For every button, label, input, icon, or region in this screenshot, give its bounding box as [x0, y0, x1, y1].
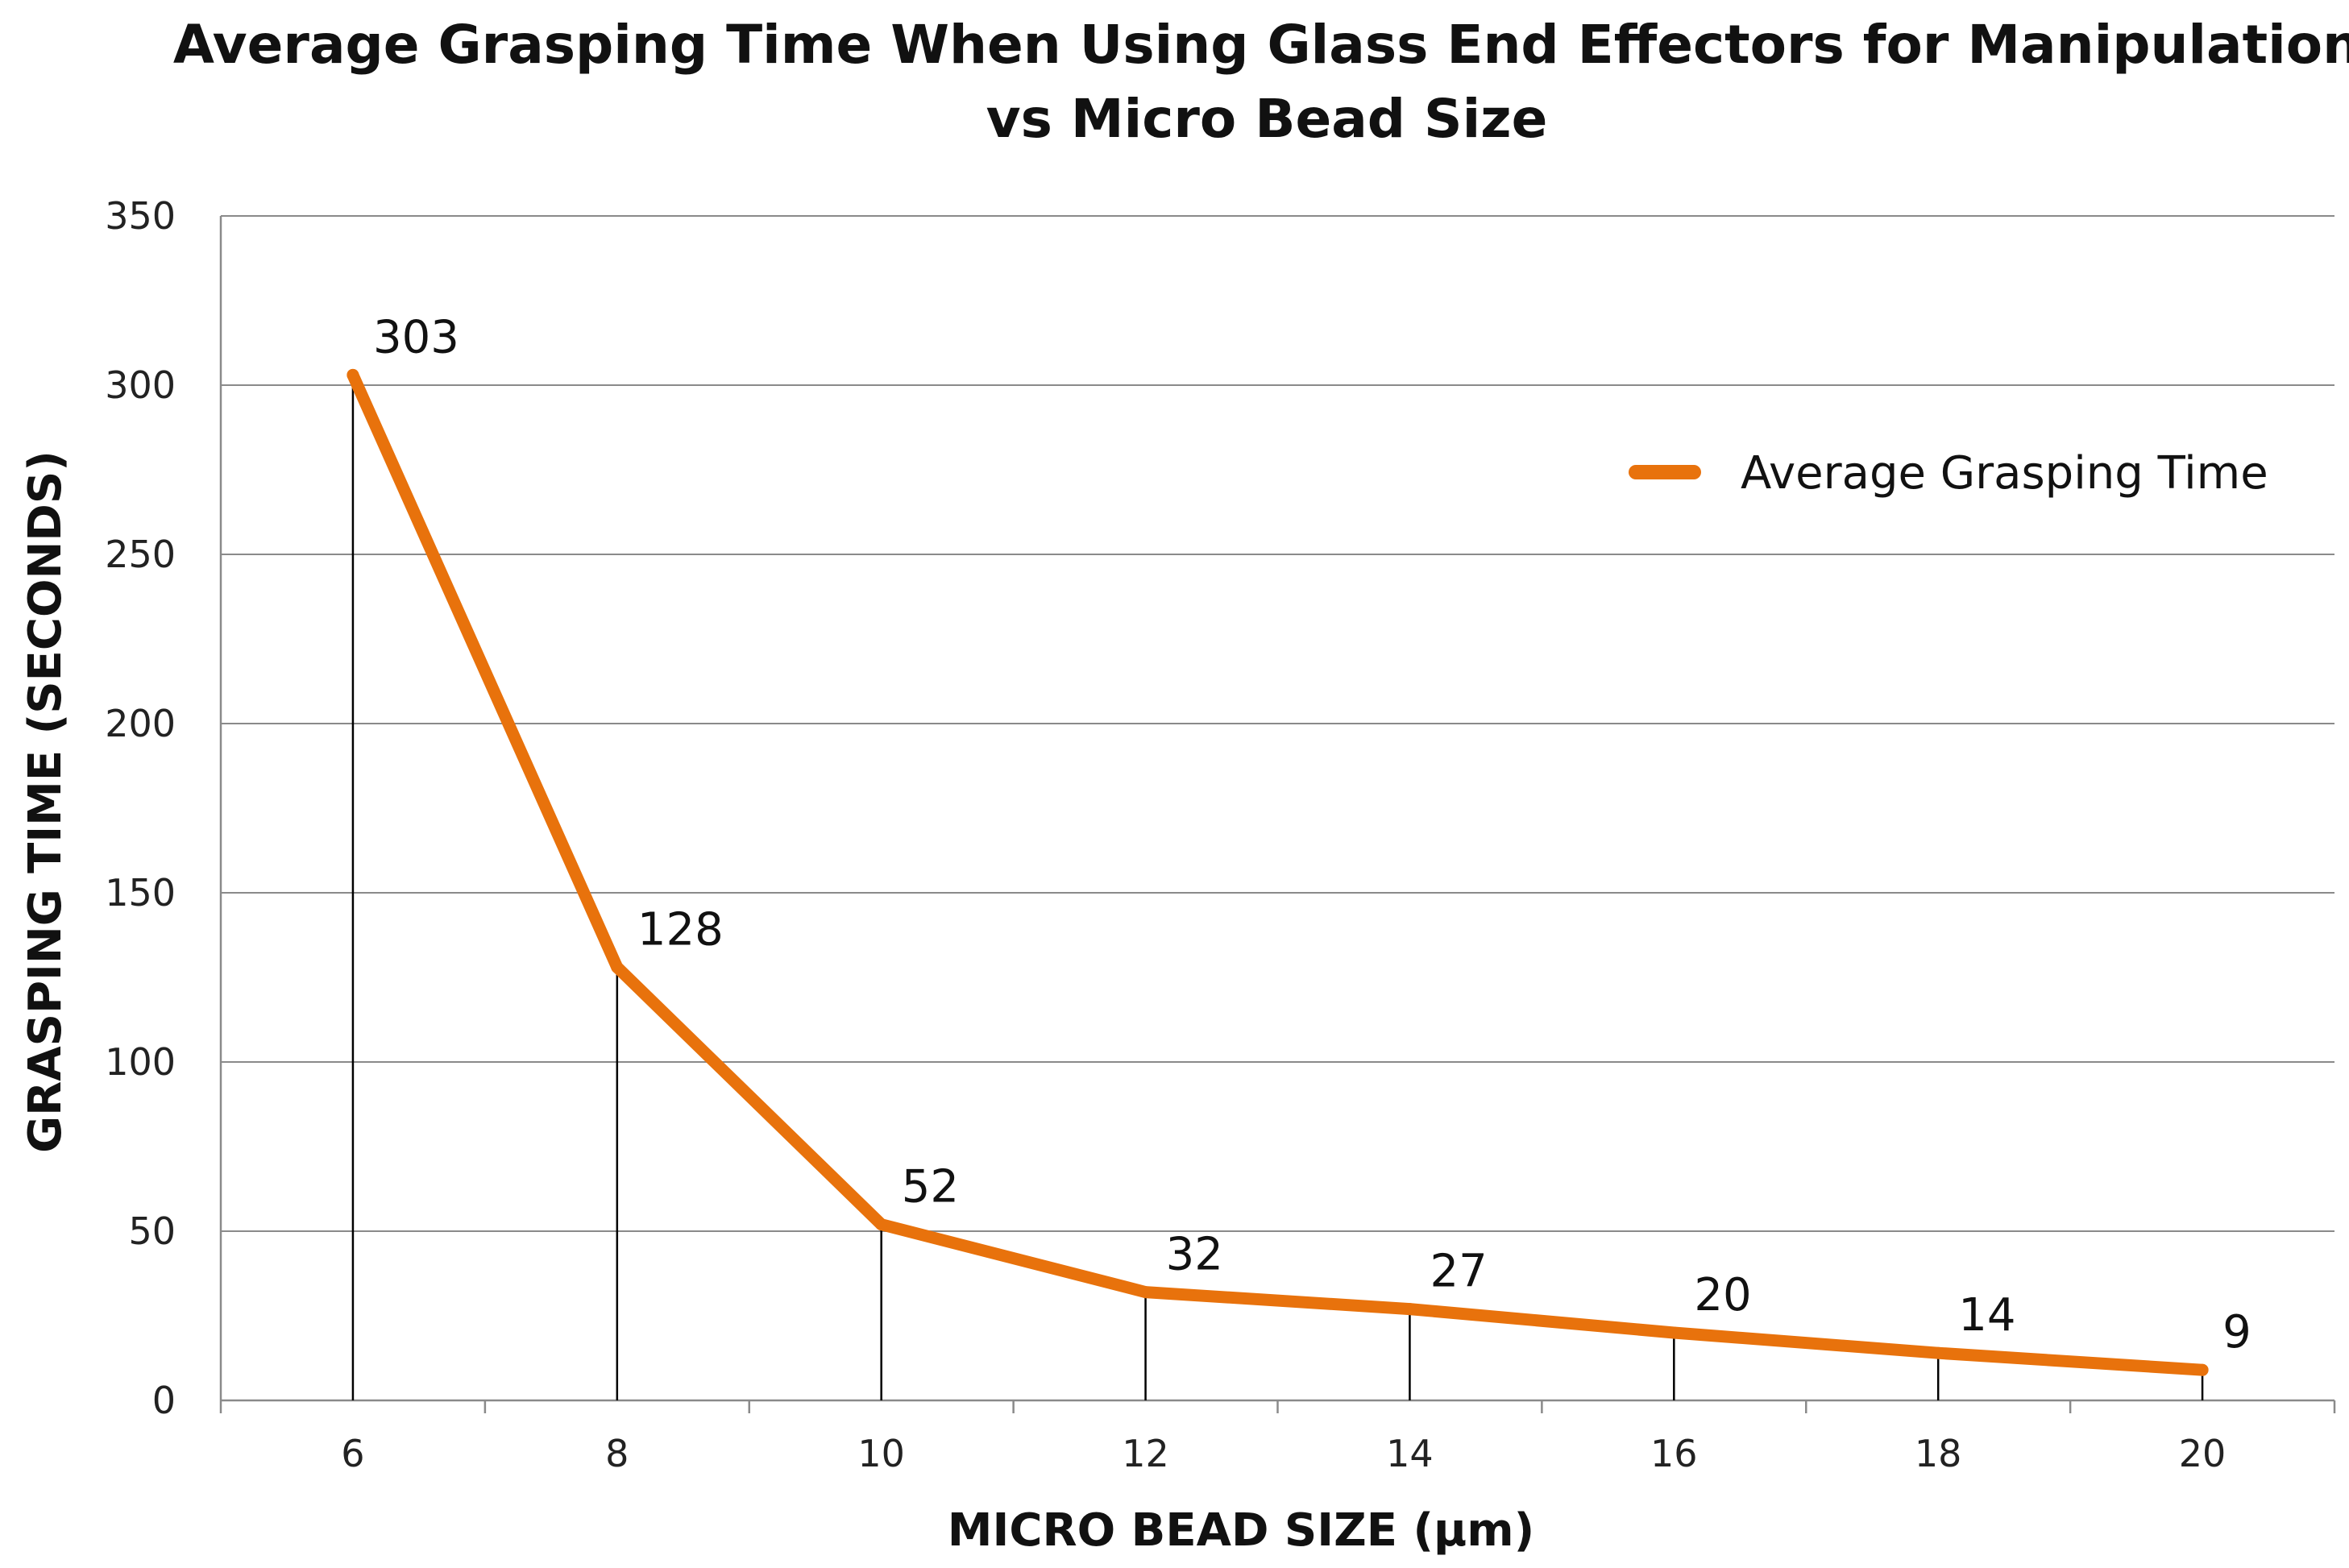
y-tick-label-100: 100	[105, 1040, 176, 1084]
data-label-8: 128	[637, 903, 724, 956]
data-point-20	[2196, 1363, 2209, 1376]
data-label-10: 52	[902, 1161, 959, 1213]
series-line-0	[347, 368, 2209, 1376]
data-label-6: 303	[373, 311, 459, 363]
y-tick-label-50: 50	[128, 1209, 176, 1253]
y-tick-label-200: 200	[105, 702, 176, 745]
chart-subtitle: vs Micro Bead Size	[986, 88, 1548, 150]
data-label-20: 9	[2222, 1306, 2251, 1359]
legend: Average Grasping Time	[1629, 447, 2268, 500]
x-tick-label-10: 10	[857, 1432, 905, 1475]
drop-lines	[351, 375, 2204, 1400]
x-tick-label-14: 14	[1386, 1432, 1434, 1475]
data-point-10	[875, 1218, 888, 1231]
y-tick-label-150: 150	[105, 871, 176, 915]
x-tick-label-12: 12	[1122, 1432, 1169, 1475]
x-axis-title: MICRO BEAD SIZE (μm)	[948, 1504, 1534, 1557]
data-point-6	[347, 368, 359, 381]
chart-title-line-1: Average Grasping Time When Using Glass E…	[173, 14, 2349, 76]
x-tick-label-18: 18	[1915, 1432, 1962, 1475]
axes: 0 50 100 150 200 250 300 350 6 8 10 12 14 16 18 20	[105, 194, 2336, 1475]
y-tick-label-350: 350	[105, 194, 176, 238]
series-layer	[347, 368, 2209, 1376]
data-point-16	[1667, 1326, 1680, 1339]
x-tick-label-6: 6	[341, 1432, 364, 1475]
y-tick-label-300: 300	[105, 363, 176, 407]
data-label-18: 14	[1958, 1289, 2015, 1342]
y-axis-title: GRASPING TIME (SECONDS)	[19, 450, 72, 1153]
x-tick-label-16: 16	[1650, 1432, 1698, 1475]
data-labels: 303 128 52 32 27 20 14 9	[373, 311, 2251, 1359]
x-tick-label-20: 20	[2179, 1432, 2227, 1475]
data-label-12: 32	[1166, 1229, 1223, 1281]
y-tick-label-0: 0	[152, 1379, 176, 1422]
data-point-12	[1139, 1286, 1152, 1299]
data-label-16: 20	[1694, 1269, 1751, 1321]
data-point-8	[611, 960, 624, 973]
gridlines	[221, 215, 2334, 1232]
data-point-18	[1932, 1346, 1944, 1359]
data-label-14: 27	[1430, 1246, 1487, 1298]
y-tick-label-250: 250	[105, 533, 176, 576]
chart-title: Average Grasping Time When Using Glass E…	[173, 14, 2349, 150]
data-point-14	[1403, 1303, 1416, 1316]
legend-label: Average Grasping Time	[1741, 447, 2268, 500]
x-tick-label-8: 8	[605, 1432, 629, 1475]
